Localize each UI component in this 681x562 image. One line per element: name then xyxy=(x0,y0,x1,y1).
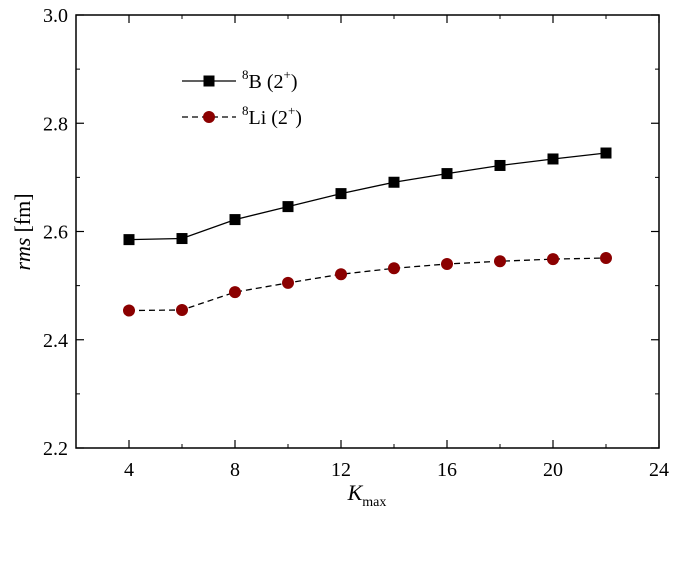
y-axis-label: rms[fm] xyxy=(10,193,35,270)
data-point-square xyxy=(176,233,188,245)
legend-entry-2: 8Li (2+) xyxy=(182,103,302,129)
data-point-square xyxy=(335,188,347,200)
x-tick-label: 24 xyxy=(649,459,669,481)
y-tick-label: 2.6 xyxy=(43,222,68,244)
series-line xyxy=(128,152,607,241)
data-point-square xyxy=(388,176,400,188)
data-point-square xyxy=(123,234,135,246)
series-line xyxy=(128,257,607,312)
x-tick-label: 16 xyxy=(437,459,457,481)
data-point-circle xyxy=(600,252,612,265)
data-point-circle xyxy=(176,303,188,316)
x-tick-label: 20 xyxy=(543,459,563,481)
y-tick-label: 2.2 xyxy=(43,438,68,460)
legend-marker-circle xyxy=(203,111,215,123)
legend-label: 8B (2+) xyxy=(242,67,298,93)
data-point-circle xyxy=(229,286,241,299)
data-point-square xyxy=(282,201,294,213)
legend-entry-1: 8B (2+) xyxy=(182,67,298,93)
x-axis-label: Kmax xyxy=(347,480,387,510)
legend-label: 8Li (2+) xyxy=(242,103,302,129)
y-tick-label: 3.0 xyxy=(43,5,68,27)
x-tick-label: 8 xyxy=(230,459,240,481)
data-point-circle xyxy=(441,257,453,270)
x-tick-label: 4 xyxy=(124,459,134,481)
data-point-circle xyxy=(282,276,294,289)
data-point-square xyxy=(441,168,453,180)
data-point-square xyxy=(229,214,241,226)
data-point-circle xyxy=(388,262,400,275)
y-tick-label: 2.4 xyxy=(43,330,68,352)
data-point-circle xyxy=(123,304,135,317)
data-point-square xyxy=(494,159,506,171)
data-point-square xyxy=(547,153,559,165)
x-tick-label: 12 xyxy=(331,459,351,481)
plot-frame xyxy=(75,14,660,449)
y-tick-label: 2.8 xyxy=(43,113,68,135)
data-point-circle xyxy=(494,255,506,268)
data-point-circle xyxy=(547,253,559,266)
legend-marker-square xyxy=(203,75,215,87)
data-point-circle xyxy=(335,268,347,281)
series-1 xyxy=(123,147,612,246)
data-point-square xyxy=(600,147,612,159)
series-2 xyxy=(123,252,612,317)
